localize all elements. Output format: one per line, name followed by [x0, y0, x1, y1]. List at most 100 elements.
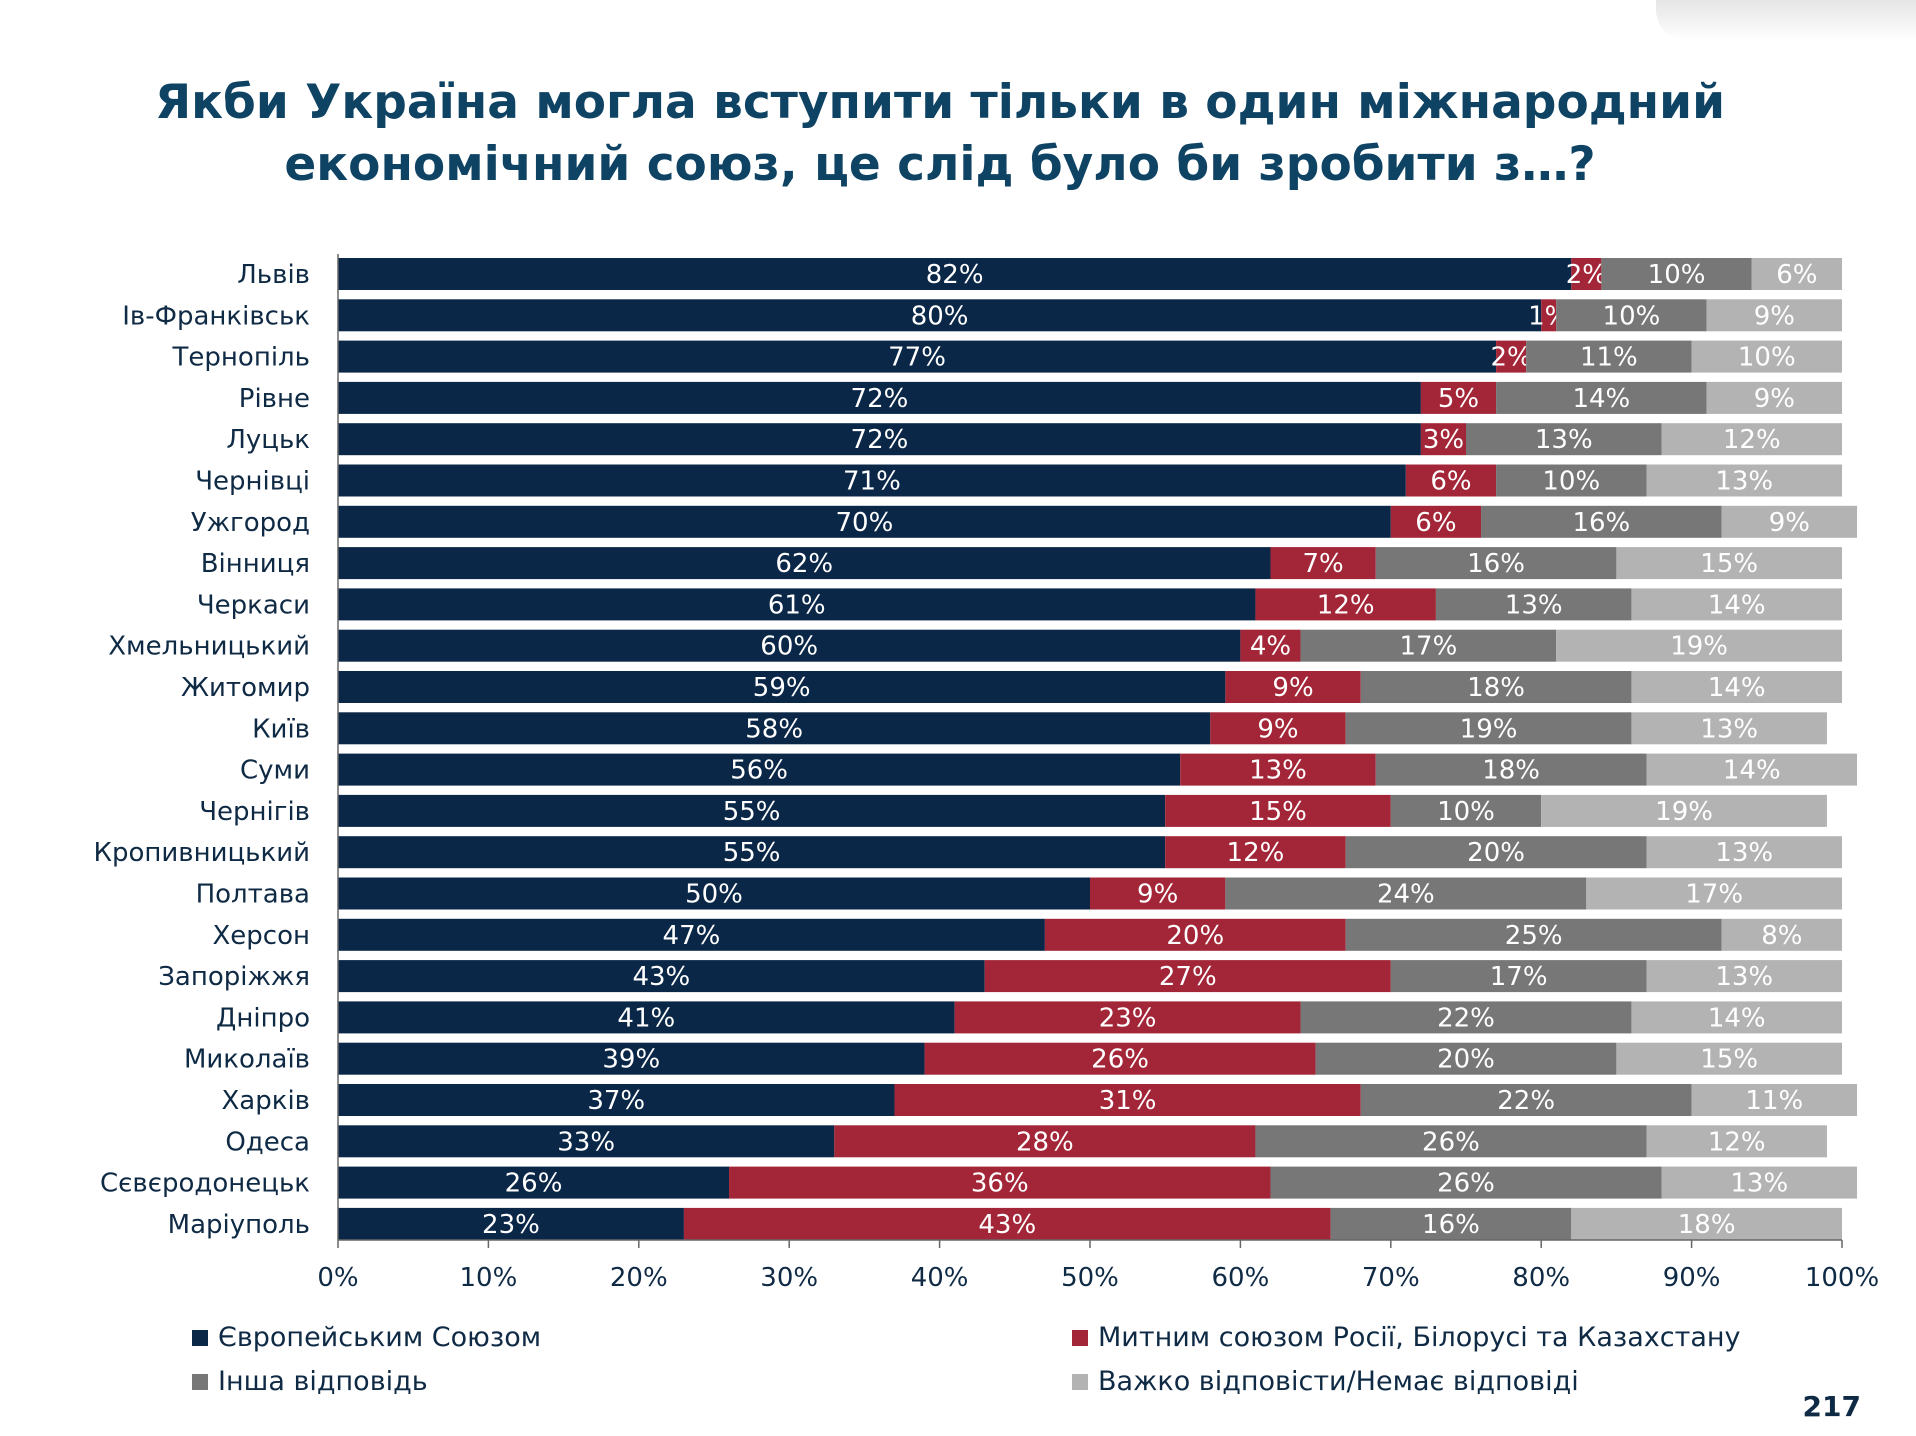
legend-item-other: Інша відповідь	[192, 1366, 428, 1397]
page-number: 217	[1802, 1390, 1861, 1423]
chart-title: Якби Україна могла вступити тільки в оди…	[140, 72, 1740, 196]
data-label: 20%	[1437, 1045, 1495, 1075]
data-label: 14%	[1708, 590, 1766, 620]
data-label: 80%	[911, 301, 969, 331]
legend-label-customs-union: Митним союзом Росії, Білорусі та Казахст…	[1098, 1322, 1741, 1353]
bar-segment	[338, 547, 1271, 580]
data-label: 18%	[1678, 1210, 1736, 1240]
category-label: Полтава	[196, 880, 310, 910]
bar-segment	[924, 1042, 1316, 1075]
bar-segment	[1631, 671, 1842, 703]
bar-segment	[1390, 960, 1647, 993]
data-label: 2%	[1490, 343, 1531, 373]
x-tick-label: 60%	[1212, 1263, 1270, 1293]
bar-segment	[1300, 629, 1557, 662]
bar-segment	[1691, 340, 1842, 373]
legend-label-other: Інша відповідь	[218, 1366, 428, 1397]
data-label: 12%	[1708, 1127, 1766, 1157]
data-label: 19%	[1460, 714, 1518, 744]
category-label: Черкаси	[197, 590, 310, 620]
data-label: 26%	[1437, 1169, 1495, 1199]
data-label: 36%	[971, 1169, 1029, 1199]
bar-segment	[1646, 960, 1842, 993]
data-label: 27%	[1159, 962, 1217, 992]
bar-segment	[834, 1125, 1256, 1158]
data-label: 14%	[1723, 756, 1781, 786]
bar-segment	[1360, 671, 1632, 703]
data-label: 9%	[1272, 673, 1313, 703]
bar-segment	[1751, 258, 1842, 290]
bar-segment	[1556, 299, 1707, 332]
bar-segment	[338, 918, 1045, 951]
category-label: Київ	[252, 714, 310, 744]
bar-segment	[1646, 753, 1858, 786]
category-label: Житомир	[181, 673, 310, 703]
bar-segment	[338, 299, 1542, 332]
bar-segment	[1631, 1001, 1842, 1034]
bar-segment	[338, 381, 1421, 414]
data-label: 15%	[1700, 549, 1758, 579]
corner-decoration	[1656, 0, 1916, 40]
title-line-1: Якби Україна могла вступити тільки в оди…	[154, 75, 1726, 130]
bar-segment	[1375, 753, 1647, 786]
bar-segment	[338, 1207, 684, 1240]
bar-segment	[1616, 1042, 1842, 1075]
category-label: Вінниця	[201, 549, 310, 579]
data-label: 9%	[1257, 714, 1298, 744]
data-label: 43%	[632, 962, 690, 992]
bar-segment	[1360, 1084, 1692, 1116]
legend-item-eu: Європейським Союзом	[192, 1322, 541, 1353]
bar-segment	[338, 836, 1166, 869]
bar-segment	[338, 1084, 895, 1116]
data-label: 56%	[730, 756, 788, 786]
bar-segment	[1646, 464, 1842, 497]
data-label: 10%	[1437, 797, 1495, 827]
data-label: 10%	[1648, 260, 1706, 290]
bar-segment	[1601, 258, 1752, 290]
data-label: 11%	[1745, 1086, 1803, 1116]
bar-segment	[338, 629, 1241, 662]
data-label: 37%	[587, 1086, 645, 1116]
category-label: Чернівці	[195, 467, 310, 497]
category-label: Херсон	[212, 921, 310, 951]
legend-label-hard-to-say: Важко відповісти/Немає відповіді	[1098, 1366, 1579, 1397]
stacked-bar-chart: Львів 82% 2% 10% 6%Ів-Франківськ 80% 1% 10% 9%Те…	[93, 254, 1879, 1293]
category-label: Ів-Франківськ	[122, 301, 310, 331]
data-label: 13%	[1730, 1169, 1788, 1199]
bar-segment	[1706, 299, 1842, 332]
data-label: 13%	[1700, 714, 1758, 744]
bar-segment	[1631, 588, 1842, 621]
bar-segment	[1721, 505, 1858, 538]
data-label: 39%	[602, 1045, 660, 1075]
category-label: Маріуполь	[168, 1210, 310, 1240]
data-label: 26%	[505, 1169, 563, 1199]
category-label: Тернопіль	[172, 343, 310, 373]
data-label: 16%	[1467, 549, 1525, 579]
data-label: 18%	[1482, 756, 1540, 786]
data-label: 13%	[1249, 756, 1307, 786]
category-label: Рівне	[239, 384, 310, 414]
bar-segment	[338, 877, 1090, 910]
data-label: 60%	[760, 632, 818, 662]
category-label: Львів	[237, 260, 310, 290]
bar-segment	[1646, 836, 1842, 869]
x-tick-label: 30%	[760, 1263, 818, 1293]
bar-segment	[1390, 505, 1482, 538]
data-label: 6%	[1776, 260, 1817, 290]
bar-segment	[1180, 753, 1376, 786]
bar-segment	[1345, 918, 1722, 951]
bar-segment	[1496, 340, 1527, 373]
x-tick-label: 20%	[610, 1263, 668, 1293]
bar-segment	[1044, 918, 1346, 951]
category-label: Кропивницький	[93, 838, 310, 868]
bar-segment	[1556, 629, 1842, 662]
data-label: 9%	[1137, 880, 1178, 910]
data-label: 4%	[1250, 632, 1291, 662]
data-label: 71%	[843, 467, 901, 497]
x-tick-label: 90%	[1663, 1263, 1721, 1293]
bar-segment	[1496, 381, 1707, 414]
category-label: Луцьк	[226, 425, 310, 455]
category-label: Хмельницький	[108, 632, 310, 662]
bar-segment	[338, 1166, 730, 1199]
chart-legend: Європейським Союзом Митним союзом Росії,…	[192, 1322, 1792, 1412]
